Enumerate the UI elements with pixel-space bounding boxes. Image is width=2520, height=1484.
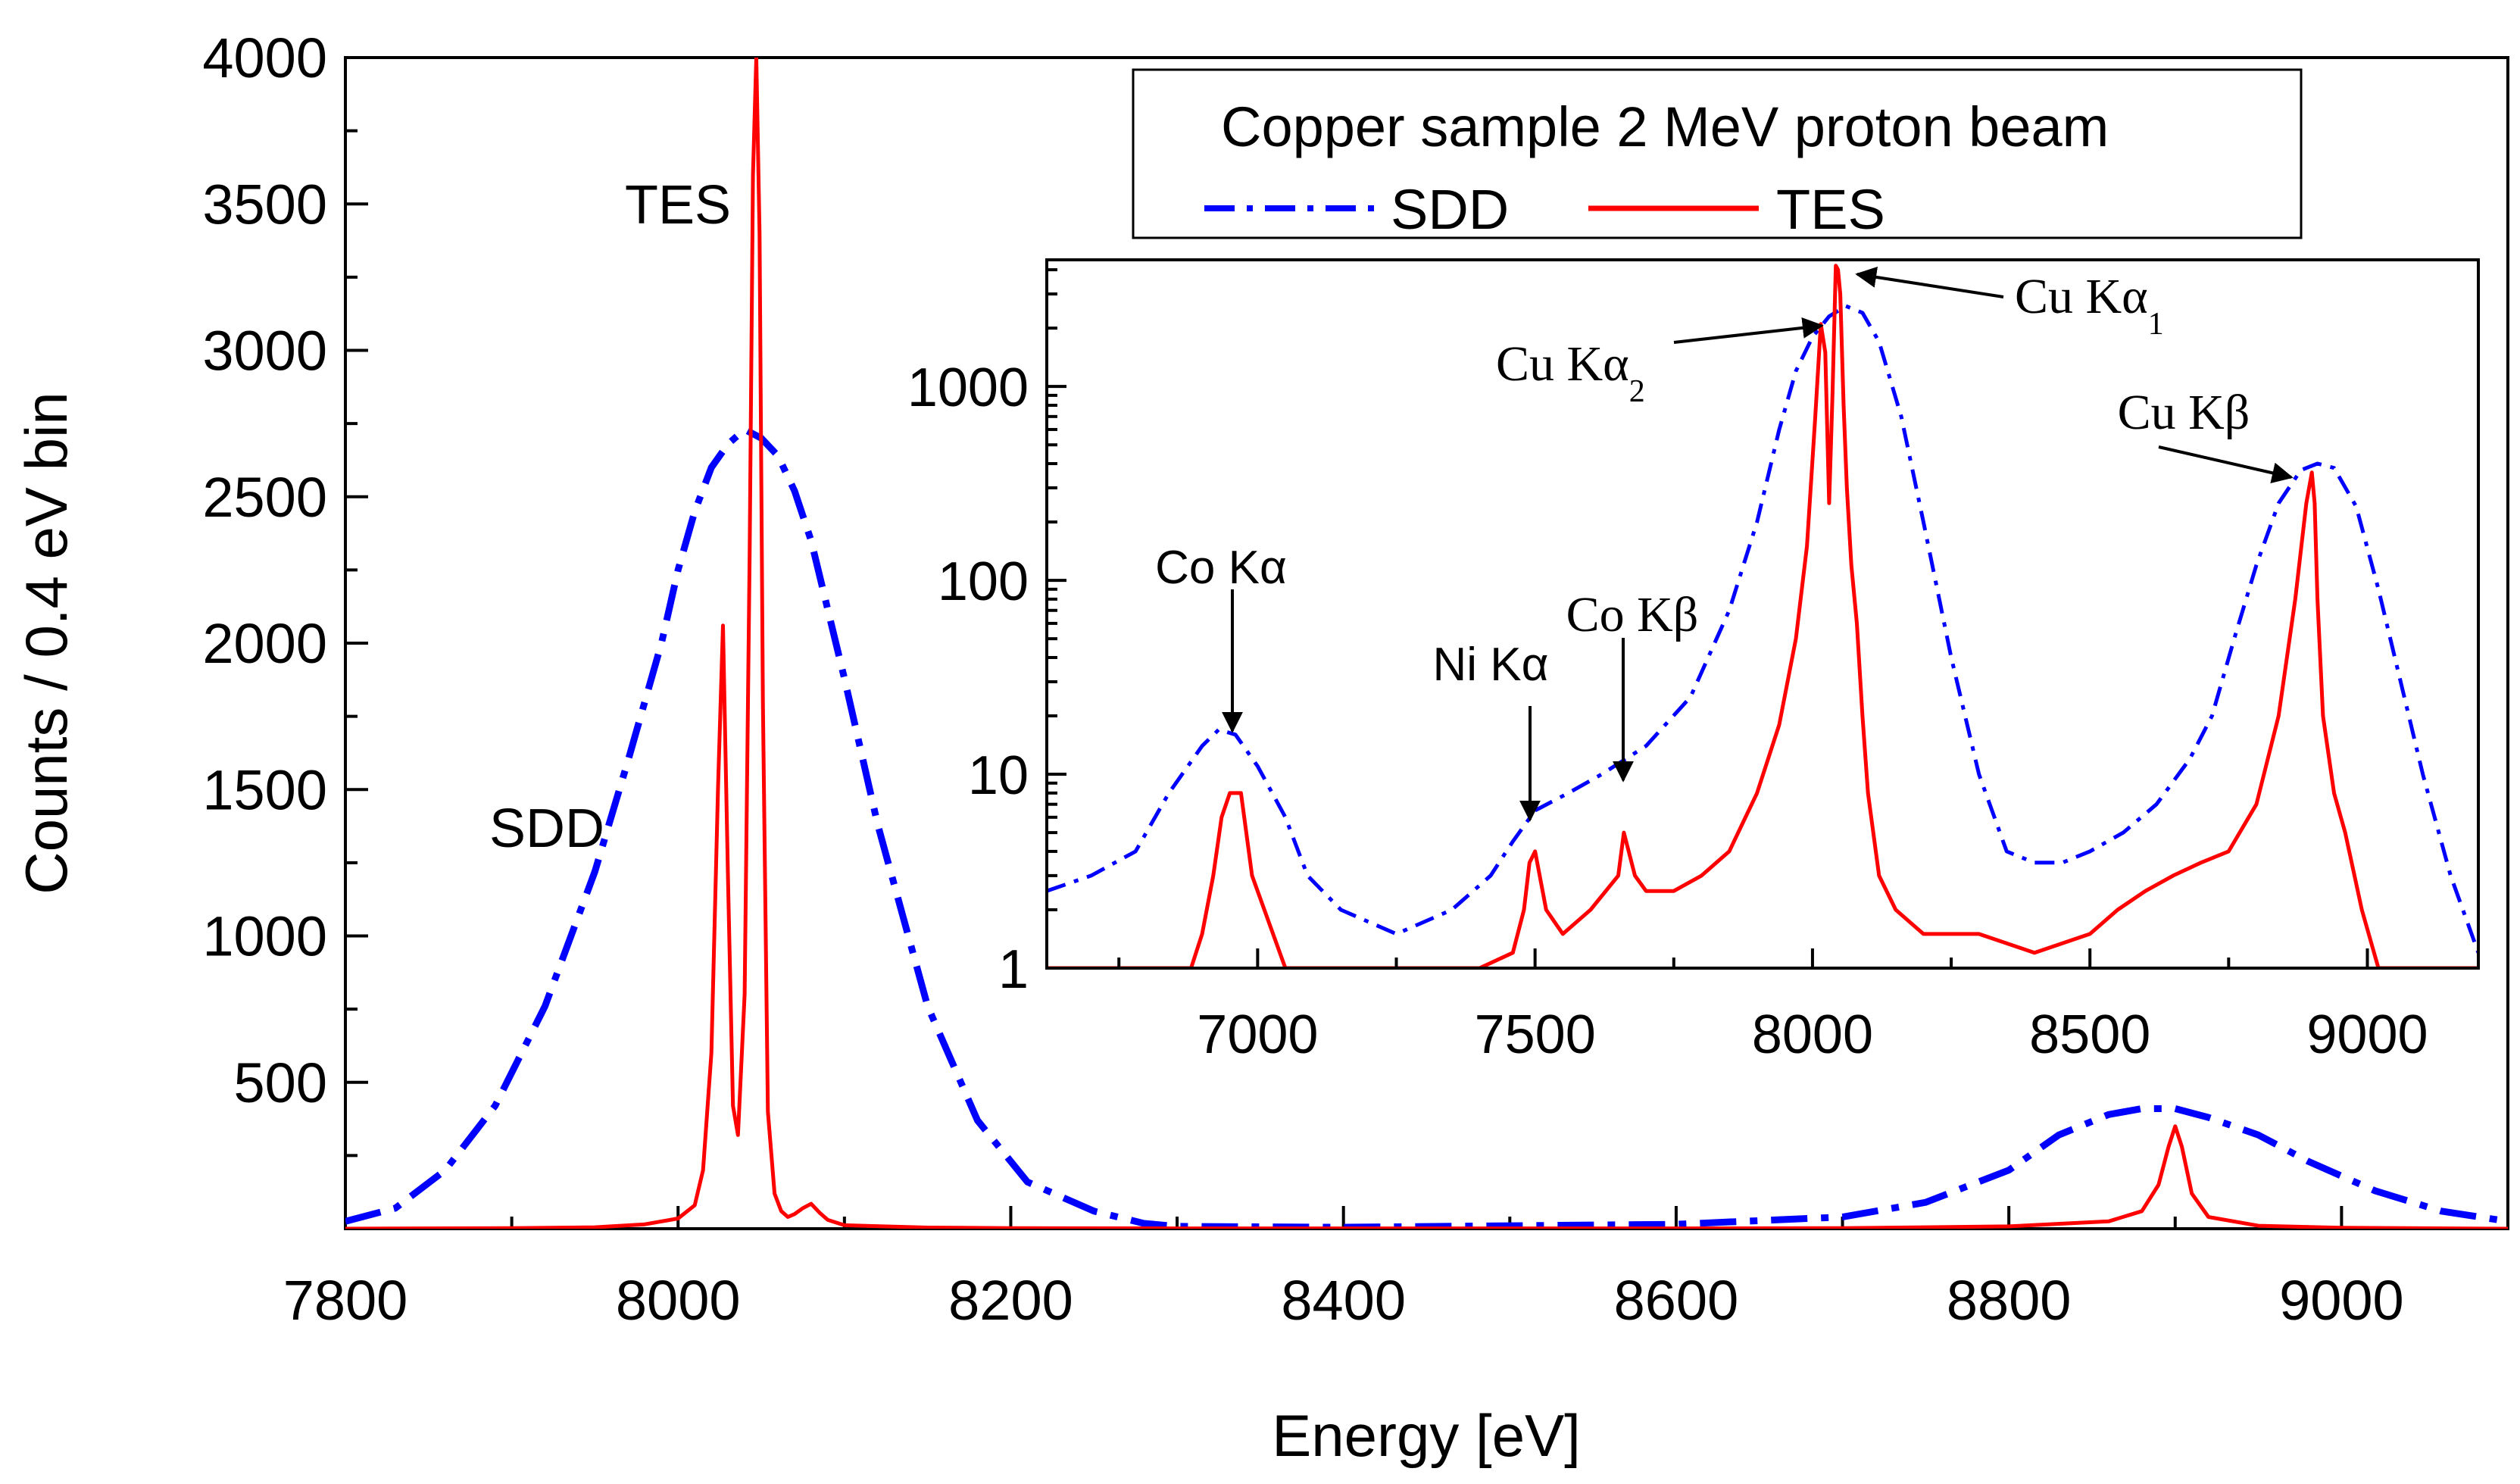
annotation-ni-ka: Ni Kα xyxy=(1433,639,1549,691)
main-y-axis-title: Counts / 0.4 eV bin xyxy=(13,392,80,894)
main-x-tick-label: 9000 xyxy=(2279,1269,2404,1332)
main-series xyxy=(345,58,2508,1229)
inset-y-tick-label: 10 xyxy=(968,745,1029,806)
main-x-tick-label: 8000 xyxy=(616,1269,741,1332)
annotation-cu-ka2: Cu Kα2 xyxy=(1496,336,1645,409)
inset-y-tick-label: 1000 xyxy=(907,358,1029,418)
annotation-cu-ka1-main: Cu Kα xyxy=(2015,269,2148,324)
legend-title: Copper sample 2 MeV proton beam xyxy=(1221,95,2109,158)
main-x-tick-label: 8800 xyxy=(1947,1269,2072,1332)
inset-plot-frame xyxy=(1045,258,2480,970)
inset-y-tick-label: 1 xyxy=(998,939,1029,1000)
inset-y-ticks: 1 10 100 1000 xyxy=(907,268,1066,1000)
main-x-ticks: 7800 8000 8200 8400 8600 8800 9000 xyxy=(283,1206,2509,1332)
main-y-tick-label: 1500 xyxy=(202,758,327,821)
main-series-sdd xyxy=(345,426,2508,1229)
inset-y-tick-label: 100 xyxy=(938,551,1029,612)
legend-label-sdd: SDD xyxy=(1391,178,1509,241)
main-x-tick-label: 8600 xyxy=(1614,1269,1739,1332)
main-y-tick-label: 4000 xyxy=(202,27,327,89)
inset-plot-background xyxy=(1047,260,2478,968)
inset-x-tick-label: 7500 xyxy=(1475,1004,1596,1065)
annotation-cu-ka1-sub: 1 xyxy=(2148,307,2164,342)
annotation-tes: TES xyxy=(625,175,731,236)
main-y-ticks: 500 1000 1500 2000 2500 3000 3500 4000 xyxy=(202,27,368,1158)
annotation-cu-ka2-sub: 2 xyxy=(1629,374,1645,409)
main-y-tick-label: 2500 xyxy=(202,466,327,529)
inset-series-tes xyxy=(1047,264,2478,968)
inset-x-tick-label: 7000 xyxy=(1197,1004,1318,1065)
main-y-tick-label: 3500 xyxy=(202,173,327,236)
legend-label-tes: TES xyxy=(1776,178,1885,241)
inset-series xyxy=(1047,264,2478,968)
annotation-cu-ka2-main: Cu Kα xyxy=(1496,336,1629,392)
inset-x-tick-label: 8500 xyxy=(2029,1004,2150,1065)
inset-x-tick-label: 8000 xyxy=(1752,1004,1873,1065)
arrow-cu-ka1 xyxy=(1855,267,2004,298)
arrow-cu-ka2 xyxy=(1673,317,1824,344)
annotation-sdd: SDD xyxy=(489,798,604,859)
main-x-axis-title: Energy [eV] xyxy=(1272,1402,1581,1469)
annotation-co-ka: Co Kα xyxy=(1155,542,1287,594)
annotation-co-kb: Co Kβ xyxy=(1566,587,1699,642)
main-y-tick-label: 3000 xyxy=(202,320,327,383)
main-x-tick-label: 8400 xyxy=(1281,1269,1406,1332)
inset-x-tick-label: 9000 xyxy=(2306,1004,2428,1065)
inset-series-sdd xyxy=(1047,304,2478,954)
main-y-tick-label: 500 xyxy=(234,1051,327,1114)
inset-x-ticks: 7000 7500 8000 8500 9000 xyxy=(1117,948,2428,1065)
main-y-tick-label: 2000 xyxy=(202,612,327,675)
inset-annotations: Co Kα Ni Kα Co Kβ Cu Kα2 Cu Kα1 Cu Kβ xyxy=(1155,267,2294,822)
main-series-tes xyxy=(345,58,2508,1229)
arrow-cu-kb xyxy=(2158,445,2294,484)
annotation-cu-kb: Cu Kβ xyxy=(2118,385,2250,440)
annotation-cu-ka1: Cu Kα1 xyxy=(2015,269,2164,342)
legend: Copper sample 2 MeV proton beam SDD TES xyxy=(1132,68,2303,241)
main-x-tick-label: 7800 xyxy=(283,1269,408,1332)
main-y-tick-label: 1000 xyxy=(202,905,327,968)
main-x-tick-label: 8200 xyxy=(948,1269,1073,1332)
